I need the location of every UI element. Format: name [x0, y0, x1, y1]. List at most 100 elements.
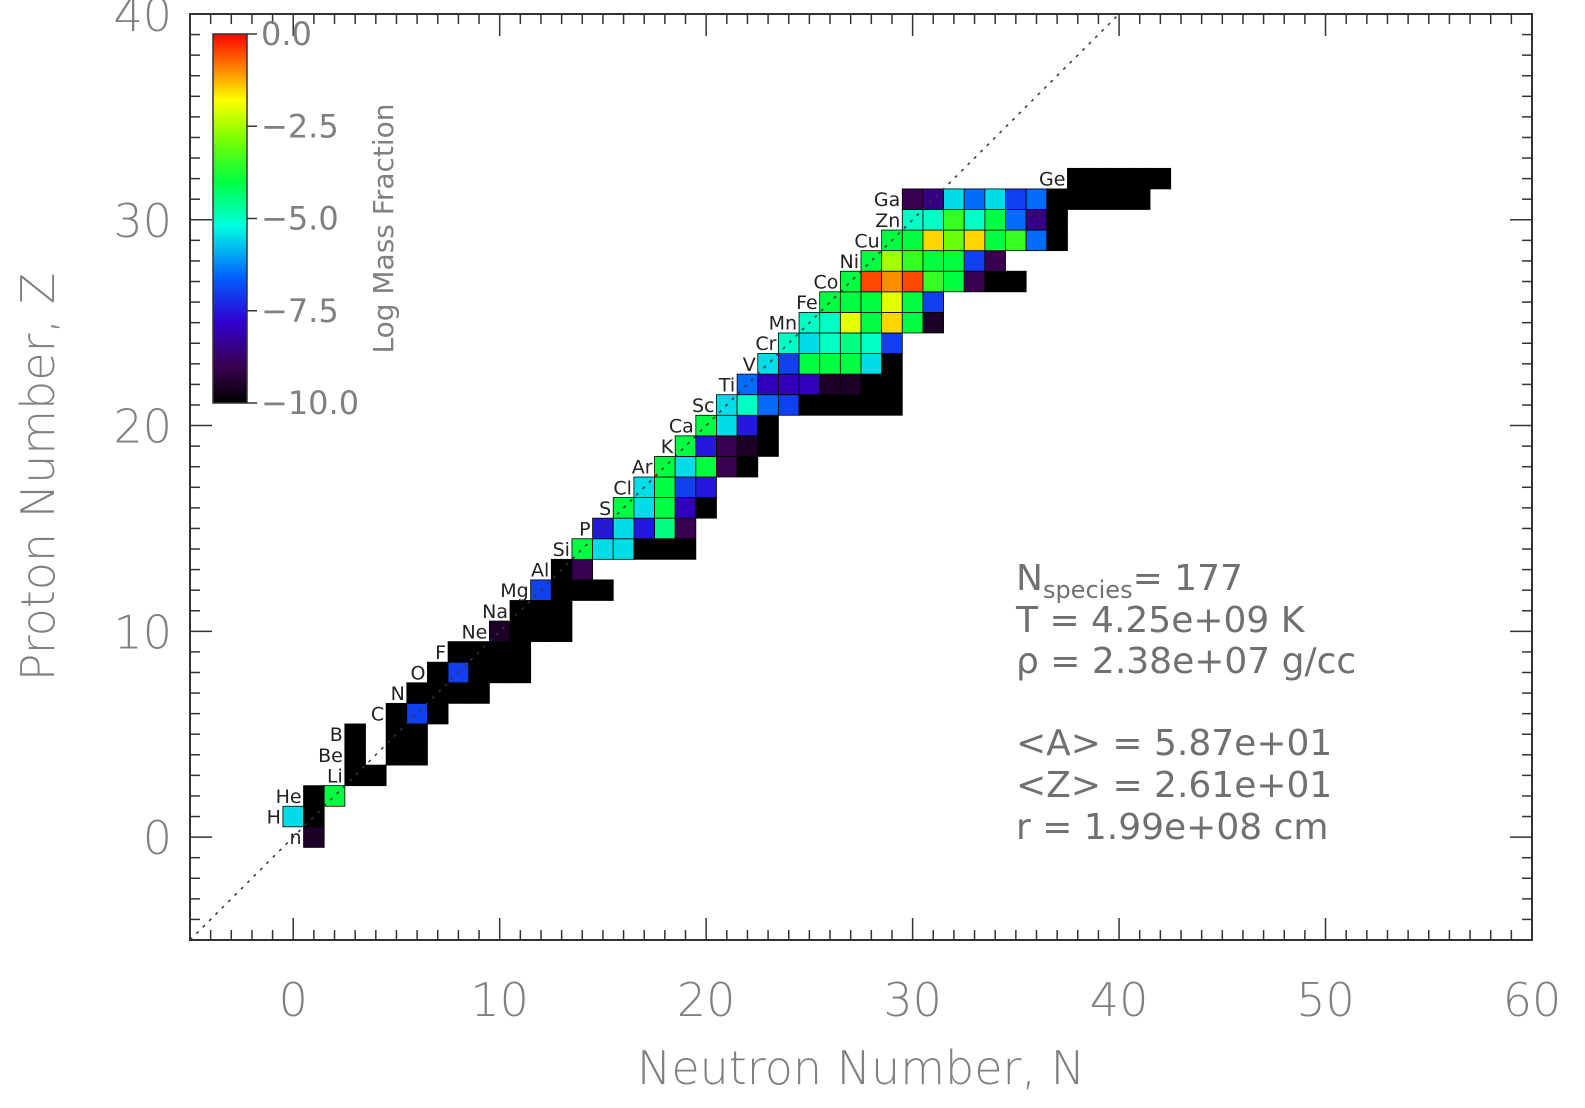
- nuclide-cell: [716, 435, 738, 457]
- nuclide-cell: [778, 394, 800, 416]
- element-label: Cu: [854, 230, 879, 252]
- nuclide-cell: [860, 291, 883, 313]
- nuclide-cell: [571, 579, 594, 601]
- y-tick-label: 20: [113, 400, 172, 454]
- nuclide-cell: [881, 250, 903, 272]
- info-line: T = 4.25e+09 K: [1015, 600, 1306, 641]
- info-line: <Z> = 2.61e+01: [1016, 765, 1332, 806]
- nuclide-cell: [406, 723, 428, 745]
- nuclide-cell: [1067, 188, 1089, 210]
- nuclide-cell: [736, 414, 759, 437]
- nuclide-cell: [1025, 188, 1048, 210]
- nuclide-cell: [881, 353, 903, 375]
- element-label: Mn: [769, 313, 797, 335]
- nuclide-cell: [881, 291, 903, 313]
- nuclide-cell: [571, 538, 594, 560]
- nuclide-cell: [406, 682, 428, 704]
- nuclide-cell: [984, 188, 1006, 210]
- nuclide-cell: [1046, 229, 1068, 252]
- colorbar: 0.0 −2.5 −5.0 −7.5 −10.0 Log Mass Fraction: [212, 15, 400, 422]
- nuclide-cell: [1025, 209, 1048, 231]
- y-tick-label: 40: [113, 0, 172, 42]
- nuclide-cell: [901, 270, 924, 293]
- nuclide-cell: [695, 497, 717, 519]
- nuclide-cell: [1108, 167, 1130, 190]
- element-label: Ga: [874, 189, 900, 211]
- nuclide-cell: [1067, 167, 1089, 190]
- nuclide-cell: [963, 250, 986, 272]
- n-equals-z-line: [189, 13, 1120, 941]
- nuclide-cell: [860, 311, 883, 334]
- nuclide-cell: [922, 270, 944, 293]
- element-label: Ti: [718, 374, 735, 396]
- nuclide-cell: [447, 682, 470, 704]
- nuclide-cell: [674, 517, 697, 540]
- nuclide-cell: [427, 661, 449, 684]
- nuclide-cell: [1005, 188, 1027, 210]
- nuclide-cell: [385, 744, 408, 766]
- nuclide-cell: [881, 332, 903, 354]
- colorbar-title: Log Mass Fraction: [367, 103, 400, 353]
- nuclide-cell: [860, 270, 883, 293]
- nuclide-cell: [881, 373, 903, 396]
- colorbar-tick-label: −2.5: [261, 107, 339, 145]
- element-label: Al: [531, 560, 549, 582]
- nuclide-cell: [839, 373, 862, 396]
- nuclide-cell: [612, 517, 635, 540]
- nuclide-cell: [427, 702, 449, 725]
- nuclide-cell: [1005, 229, 1027, 252]
- colorbar-ticks: 0.0 −2.5 −5.0 −7.5 −10.0: [247, 15, 359, 422]
- x-tick-label: 50: [1296, 973, 1355, 1027]
- nuclide-cell: [922, 209, 944, 231]
- element-label: H: [267, 807, 281, 829]
- nuclide-cell: [736, 435, 759, 457]
- nuclide-cell: [901, 291, 924, 313]
- nuclide-cell: [385, 702, 408, 725]
- element-label: V: [743, 354, 756, 376]
- nuclide-cell: [943, 250, 965, 272]
- y-tick-label: 0: [143, 811, 172, 865]
- element-label: Si: [553, 539, 570, 561]
- nuclide-cell: [530, 600, 552, 622]
- nuclide-cell: [654, 538, 676, 560]
- x-tick-labels: 0 10 20 30 40 50 60: [279, 973, 1562, 1027]
- nuclide-cell: [509, 620, 532, 643]
- y-tick-label: 30: [113, 194, 172, 248]
- nuclide-cell: [654, 517, 676, 540]
- nuclide-cell: [819, 332, 841, 354]
- nuclide-cell: [530, 620, 552, 643]
- x-tick-label: 20: [677, 973, 736, 1027]
- element-label: Be: [318, 745, 343, 767]
- nuclide-cell: [674, 476, 697, 498]
- nuclide-cell: [282, 805, 304, 828]
- nuclide-cell: [344, 723, 366, 745]
- plot-frame: [189, 13, 1533, 941]
- nuclide-cell: [674, 456, 697, 478]
- nuclide-cell: [323, 785, 346, 807]
- nuclide-cell: [592, 538, 614, 560]
- nuclide-cell: [819, 311, 841, 334]
- element-label: Sc: [692, 395, 715, 417]
- nuclide-cell: [819, 373, 841, 396]
- nuclide-cell: [881, 270, 903, 293]
- nuclide-cell: [839, 394, 862, 416]
- nuclide-cell: [922, 291, 944, 313]
- nuclide-cell: [695, 476, 717, 498]
- element-label: He: [276, 786, 302, 808]
- info-line: Nspecies= 177: [1016, 558, 1243, 604]
- nuclide-cell: [922, 229, 944, 252]
- nuclide-cell: [716, 456, 738, 478]
- colorbar-tick-label: 0.0: [261, 15, 312, 53]
- element-label: Mg: [500, 580, 528, 602]
- nuclide-cell: [860, 373, 883, 396]
- nuclide-cell: [901, 250, 924, 272]
- nuclide-cell: [1046, 209, 1068, 231]
- nuclide-cell: [901, 229, 924, 252]
- nuclide-cell: [901, 188, 924, 210]
- nuclide-cell: [447, 641, 470, 663]
- nuclide-cell: [1005, 209, 1027, 231]
- element-label: Li: [327, 765, 343, 787]
- nuclide-cell: [488, 641, 511, 663]
- x-tick-label: 30: [883, 973, 942, 1027]
